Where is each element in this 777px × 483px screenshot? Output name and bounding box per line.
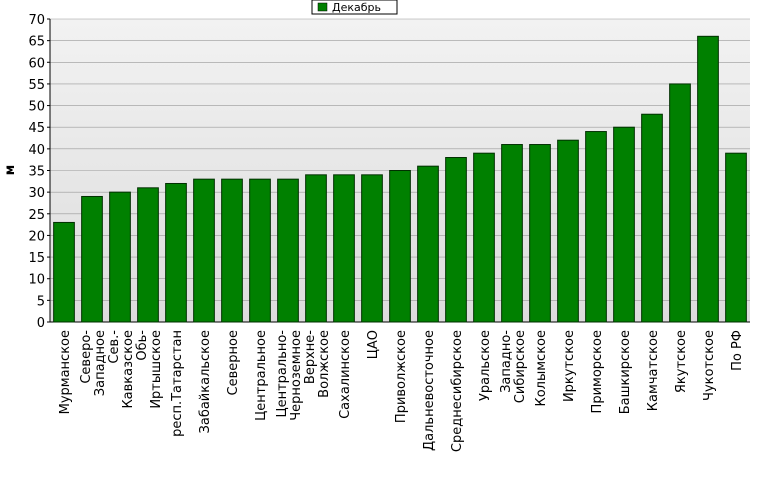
- x-tick-label: Среднесибирское: [450, 330, 465, 452]
- x-tick-label: Чукотское: [702, 330, 717, 401]
- y-tick-label: 40: [28, 143, 45, 158]
- bar: [277, 178, 299, 323]
- y-tick-label: 45: [28, 121, 45, 136]
- x-tick-label: Обь-Иртышское: [135, 330, 164, 409]
- x-tick-label: Западно-Сибирское: [499, 330, 528, 404]
- x-tick-label: Центральное: [254, 330, 269, 421]
- x-tick-label: Сахалинское: [338, 330, 353, 419]
- x-tick-label: Камчатское: [646, 330, 661, 411]
- y-tick-label: 65: [28, 35, 45, 50]
- legend-label: Декабрь: [332, 1, 381, 14]
- y-tick-label: 60: [28, 56, 45, 71]
- x-tick-label: ЦАО: [366, 330, 381, 359]
- bar: [557, 139, 579, 323]
- x-tick-label: Сев.-Кавказское: [107, 330, 136, 409]
- x-tick-label: По РФ: [730, 330, 745, 371]
- x-tick-label: Центрально-Черноземное: [275, 330, 304, 421]
- bar: [697, 35, 719, 323]
- bar: [361, 174, 383, 323]
- x-tick-label: респ.Татарстан: [170, 330, 185, 437]
- x-tick-label: Башкирское: [618, 330, 633, 414]
- bar: [249, 178, 271, 323]
- bar: [81, 195, 103, 323]
- y-tick-label: 5: [37, 294, 45, 309]
- x-tick-label: Приволжское: [394, 330, 409, 423]
- y-axis-label: м: [3, 165, 18, 176]
- x-tick-label: Мурманское: [58, 330, 73, 414]
- x-tick-label: Верхне-Волжское: [303, 330, 332, 398]
- x-tick-label: Северо-Западное: [79, 330, 108, 397]
- x-tick-label: Северное: [226, 330, 241, 395]
- bar: [221, 178, 243, 323]
- y-tick-label: 70: [28, 13, 45, 28]
- x-tick-label: Приморское: [590, 330, 605, 413]
- y-tick-label: 0: [37, 316, 45, 331]
- bar: [613, 126, 635, 323]
- bar: [417, 165, 439, 323]
- y-tick-label: 15: [28, 251, 45, 266]
- bar: [529, 144, 551, 323]
- y-tick-label: 25: [28, 208, 45, 223]
- bar: [165, 182, 187, 323]
- y-tick-label: 50: [28, 100, 45, 115]
- x-tick-label: Иркутское: [562, 330, 577, 402]
- bar: [193, 178, 215, 323]
- legend-swatch: [317, 2, 328, 12]
- bar: [445, 157, 467, 323]
- bar: [389, 170, 411, 323]
- bar: [109, 191, 131, 323]
- x-tick-label: Забайкальское: [198, 330, 213, 433]
- bar: [333, 174, 355, 323]
- bar: [725, 152, 747, 323]
- y-tick-label: 55: [28, 78, 45, 93]
- bar: [53, 221, 75, 323]
- y-tick-label: 10: [28, 273, 45, 288]
- legend-box: [311, 0, 398, 15]
- x-tick-label: Дальневосточное: [422, 330, 437, 451]
- bar: [473, 152, 495, 323]
- x-tick-label: Уральское: [478, 330, 493, 401]
- bar: [137, 187, 159, 323]
- y-tick-label: 20: [28, 229, 45, 244]
- y-tick-label: 30: [28, 186, 45, 201]
- bar: [669, 83, 691, 323]
- x-tick-label: Колымское: [534, 330, 549, 407]
- bar: [501, 144, 523, 323]
- x-tick-label: Якутское: [674, 330, 689, 393]
- bar: [641, 113, 663, 323]
- bar: [305, 174, 327, 323]
- bar: [585, 131, 607, 323]
- y-tick-label: 35: [28, 165, 45, 180]
